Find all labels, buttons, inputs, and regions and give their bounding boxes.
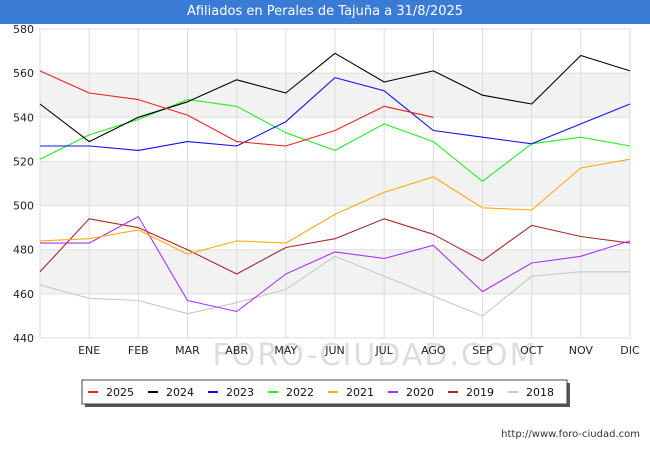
x-tick-label: SEP (472, 344, 493, 357)
series-line-2021 (39, 158, 631, 255)
legend-label-2025: 2025 (106, 386, 134, 399)
legend-label-2020: 2020 (406, 386, 434, 399)
x-tick-label: JUN (324, 344, 345, 357)
x-tick-label: MAY (274, 344, 297, 357)
watermark: FORO-CIUDAD.COM (213, 338, 538, 373)
y-tick-label: 440 (13, 332, 34, 345)
x-tick-label: NOV (569, 344, 594, 357)
y-tick-label: 500 (13, 200, 34, 213)
legend-label-2023: 2023 (226, 386, 254, 399)
legend-label-2022: 2022 (286, 386, 314, 399)
x-tick-label: FEB (128, 344, 149, 357)
series-line-2019 (39, 218, 631, 275)
legend-label-2019: 2019 (466, 386, 494, 399)
x-axis: ENE FEB MAR ABR MAY JUN JUL AGO SEP OCT NOV DIC (78, 344, 640, 357)
series-line-2025 (39, 70, 434, 147)
series-line-2024 (39, 52, 631, 143)
series-line-2018 (39, 255, 630, 317)
x-tick-label: JUL (374, 344, 393, 357)
y-tick-label: 560 (13, 67, 34, 80)
x-tick-label: AGO (421, 344, 446, 357)
series-lines (39, 52, 631, 317)
x-tick-label: ENE (78, 344, 100, 357)
source-label: http://www.foro-ciudad.com (501, 429, 640, 440)
chart-title: Afiliados en Perales de Tajuña a 31/8/20… (0, 0, 650, 24)
legend-label-2018: 2018 (526, 386, 554, 399)
x-tick-label: ABR (225, 344, 248, 357)
legend-label-2024: 2024 (166, 386, 194, 399)
legend: 2025 2024 2023 2022 2021 2020 2019 2018 (81, 379, 570, 407)
series-line-2023 (40, 77, 631, 151)
x-tick-label: OCT (520, 344, 543, 357)
y-tick-label: 460 (13, 288, 34, 301)
y-tick-label: 540 (13, 111, 34, 124)
gridlines (39, 28, 631, 339)
legend-box (81, 379, 568, 405)
y-tick-label: 580 (13, 23, 34, 36)
y-tick-label: 480 (13, 244, 34, 257)
series-line-2020 (40, 216, 631, 313)
legend-label-2021: 2021 (346, 386, 374, 399)
x-tick-label: MAR (175, 344, 200, 357)
x-tick-label: DIC (620, 344, 640, 357)
y-tick-label: 520 (13, 155, 34, 168)
y-axis: 440 460 480 500 520 540 560 580 (13, 23, 34, 345)
